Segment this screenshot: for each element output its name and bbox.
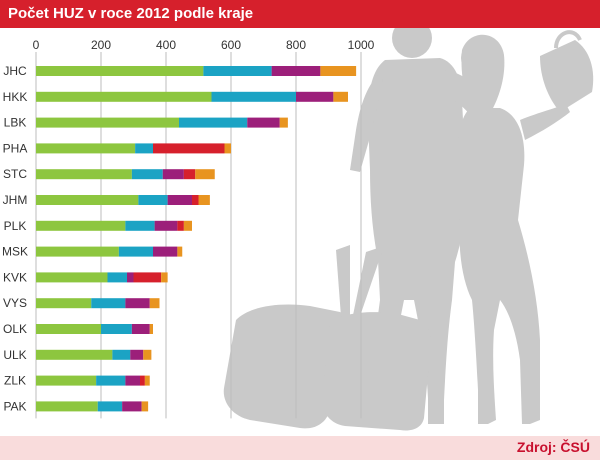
bar-segment-ulk-0 bbox=[36, 349, 113, 360]
bar-segment-zlk-4 bbox=[144, 375, 150, 386]
bar-segment-jhm-2 bbox=[167, 195, 192, 205]
bar-segment-msk-0 bbox=[36, 246, 119, 257]
bar-segment-lbk-3 bbox=[279, 117, 288, 128]
category-label-pak: PAK bbox=[3, 399, 26, 413]
x-tick-label: 0 bbox=[33, 38, 40, 52]
bar-segment-olk-2 bbox=[131, 324, 150, 334]
category-label-plk: PLK bbox=[4, 219, 27, 233]
x-tick-label: 600 bbox=[221, 38, 241, 52]
source-label: Zdroj: ČSÚ bbox=[516, 439, 590, 455]
title-bar bbox=[0, 0, 600, 28]
bar-segment-zlk-1 bbox=[96, 375, 126, 386]
bar-segment-plk-0 bbox=[36, 220, 126, 231]
category-label-msk: MSK bbox=[2, 245, 28, 259]
bar-segment-hkk-3 bbox=[333, 91, 348, 102]
bar-segment-kvk-0 bbox=[36, 272, 108, 283]
bar-segment-pak-0 bbox=[36, 401, 98, 412]
x-tick-label: 400 bbox=[156, 38, 176, 52]
bars bbox=[36, 66, 357, 412]
bar-segment-vys-0 bbox=[36, 298, 92, 309]
bar-segment-pak-1 bbox=[97, 401, 123, 412]
bar-segment-jhc-3 bbox=[320, 66, 357, 76]
bar-segment-plk-4 bbox=[183, 220, 192, 231]
bar-segment-plk-3 bbox=[177, 220, 184, 231]
bar-segment-stc-3 bbox=[183, 169, 196, 180]
bar-segment-pak-3 bbox=[141, 401, 149, 412]
category-label-jhm: JHM bbox=[3, 193, 28, 207]
bar-segment-stc-4 bbox=[195, 169, 215, 180]
bar-segment-stc-0 bbox=[36, 169, 132, 180]
bar-segment-jhc-1 bbox=[203, 66, 272, 76]
category-label-jhc: JHC bbox=[3, 64, 27, 78]
bar-segment-hkk-2 bbox=[296, 91, 334, 102]
bar-segment-kvk-3 bbox=[133, 272, 162, 283]
bar-segment-jhm-1 bbox=[138, 195, 168, 205]
bar-segment-vys-3 bbox=[149, 298, 160, 309]
category-label-zlk: ZLK bbox=[4, 374, 26, 388]
bar-segment-plk-2 bbox=[154, 220, 178, 231]
bar-segment-msk-3 bbox=[177, 246, 183, 257]
bar-segment-hkk-0 bbox=[36, 91, 212, 102]
bar-segment-ulk-1 bbox=[112, 349, 131, 360]
bar-segment-stc-2 bbox=[162, 169, 184, 180]
footer-band bbox=[0, 436, 600, 460]
bar-segment-pha-0 bbox=[36, 143, 136, 154]
bar-segment-zlk-3 bbox=[140, 375, 145, 386]
x-tick-label: 800 bbox=[286, 38, 306, 52]
bar-segment-pha-1 bbox=[135, 143, 153, 154]
bar-segment-zlk-0 bbox=[36, 375, 97, 386]
grid-lines bbox=[35, 52, 362, 419]
bar-segment-olk-1 bbox=[101, 324, 132, 334]
bar-segment-plk-1 bbox=[125, 220, 155, 231]
category-label-stc: STC bbox=[3, 167, 27, 181]
bar-segment-jhc-2 bbox=[271, 66, 321, 76]
bar-segment-vys-1 bbox=[91, 298, 126, 309]
x-axis-ticks: 0 200 400 600 800 1000 bbox=[33, 38, 375, 52]
bar-segment-jhc-0 bbox=[36, 66, 204, 76]
bar-segment-ulk-2 bbox=[130, 349, 144, 360]
bar-segment-jhm-4 bbox=[198, 195, 210, 205]
x-tick-label: 200 bbox=[91, 38, 111, 52]
bar-segment-pha-2 bbox=[153, 143, 225, 154]
category-label-olk: OLK bbox=[3, 322, 27, 336]
bar-segment-jhm-0 bbox=[36, 195, 139, 205]
bar-segment-lbk-0 bbox=[36, 117, 179, 128]
chart-title: Počet HUZ v roce 2012 podle kraje bbox=[8, 5, 254, 22]
bar-segment-zlk-2 bbox=[125, 375, 140, 386]
x-tick-label: 1000 bbox=[348, 38, 375, 52]
bar-segment-jhm-3 bbox=[192, 195, 199, 205]
category-label-ulk: ULK bbox=[3, 348, 26, 362]
bar-segment-msk-1 bbox=[118, 246, 153, 257]
bar-segment-msk-2 bbox=[153, 246, 178, 257]
bar-segment-kvk-4 bbox=[161, 272, 168, 283]
bar-segment-pha-3 bbox=[224, 143, 231, 154]
category-label-hkk: HKK bbox=[3, 90, 28, 104]
bar-segment-ulk-3 bbox=[143, 349, 152, 360]
bar-segment-olk-0 bbox=[36, 324, 101, 334]
bar-segment-vys-2 bbox=[125, 298, 150, 309]
category-label-pha: PHA bbox=[3, 141, 28, 155]
bar-segment-kvk-2 bbox=[127, 272, 134, 283]
stacked-bar-chart: 0 200 400 600 800 1000 JHC HKK LBK PHA STC JHM PLK M… bbox=[2, 38, 375, 419]
bar-segment-stc-1 bbox=[131, 169, 163, 180]
category-labels: JHC HKK LBK PHA STC JHM PLK MSK KVK VYS OLK ULK ZLK P… bbox=[2, 64, 28, 413]
bar-segment-olk-3 bbox=[149, 324, 153, 334]
bar-segment-pak-2 bbox=[122, 401, 142, 412]
bar-segment-hkk-1 bbox=[211, 91, 296, 102]
category-label-lbk: LBK bbox=[4, 116, 27, 130]
bar-segment-lbk-2 bbox=[247, 117, 280, 128]
category-label-kvk: KVK bbox=[3, 270, 27, 284]
category-label-vys: VYS bbox=[3, 296, 27, 310]
bar-segment-lbk-1 bbox=[179, 117, 248, 128]
bar-segment-kvk-1 bbox=[107, 272, 127, 283]
